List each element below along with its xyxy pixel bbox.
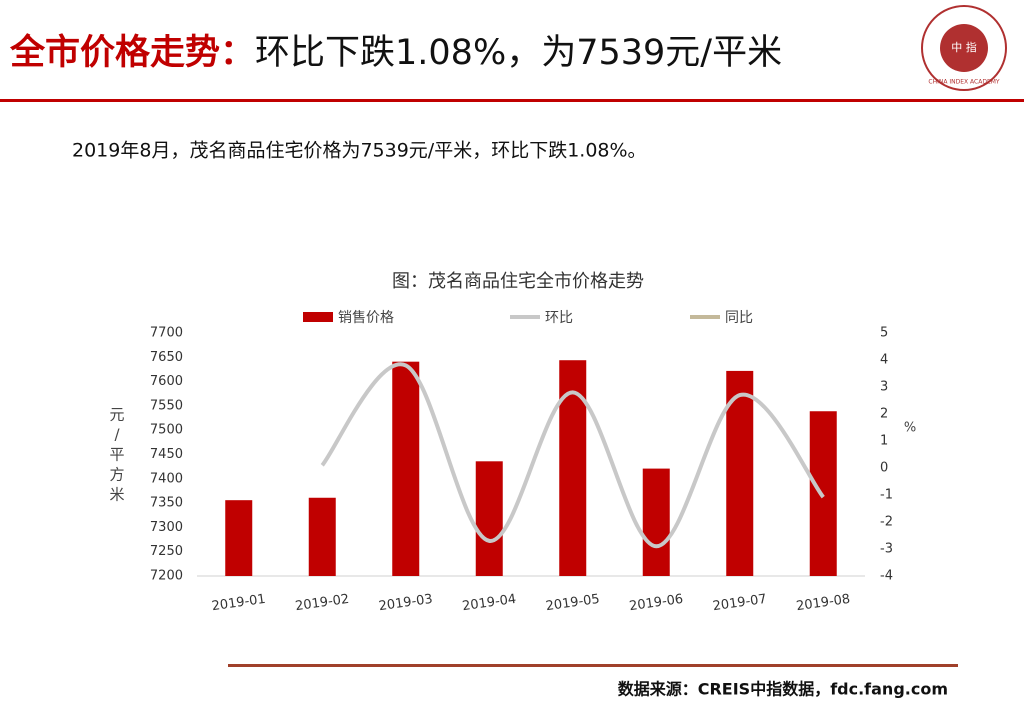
bar [392,361,420,576]
bar [225,500,253,576]
legend-swatch [303,312,333,322]
y-tick-label: 7700 [150,326,183,341]
y2-tick-label: 0 [880,461,888,476]
logo-ring [921,5,1007,91]
y2-tick-label: 3 [880,380,888,395]
footer-rule [228,664,958,667]
y-tick-label: 7450 [150,447,183,462]
line [320,362,825,549]
y-label-char: 米 [109,486,124,504]
logo-core [940,24,988,72]
y-tick-label: 7300 [150,520,183,535]
y2-tick-label: -4 [880,569,893,584]
x-tick-label: 2019-08 [795,592,851,614]
bar [809,411,837,576]
y-label-char: 元 [109,406,124,424]
bar [475,461,503,576]
x-tick-label: 2019-02 [294,592,350,614]
y-tick-label: 7400 [150,471,183,486]
y-tick-label: 7200 [150,569,183,584]
x-tick-label: 2019-06 [628,592,684,614]
y-label-char: 方 [109,466,124,484]
y-label-char: 平 [109,446,124,464]
y2-tick-label: -2 [880,515,893,530]
slide-title: 全市价格走势：环比下跌1.08%，为7539元/平米 [9,32,782,73]
title-red: 全市价格走势： [9,32,255,73]
bar [642,468,670,576]
y-label-char: / [114,426,120,444]
y2-tick-label: 5 [880,326,888,341]
y-tick-label: 7600 [150,374,183,389]
x-tick-label: 2019-01 [211,592,267,614]
x-tick-label: 2019-03 [378,592,434,614]
y-tick-label: 7350 [150,496,183,511]
y-tick-label: 7250 [150,544,183,559]
y2-label: % [904,421,916,436]
y2-tick-label: 1 [880,434,888,449]
y2-tick-label: 4 [880,353,888,368]
x-tick-label: 2019-07 [712,592,768,614]
y-tick-label: 7650 [150,350,183,365]
x-tick-label: 2019-04 [461,592,517,614]
y2-tick-label: -3 [880,542,893,557]
y2-tick-label: -1 [880,488,893,503]
logo: 中 指 CHINA INDEX ACADEMY [921,5,1007,91]
legend-label: 销售价格 [338,310,394,326]
bar [308,497,336,576]
header-rule [0,99,1024,102]
logo-text: CHINA INDEX ACADEMY [928,79,1000,86]
logo-mark: 中 指 [951,40,977,54]
y2-tick-label: 2 [880,407,888,422]
summary: 2019年8月，茂名商品住宅价格为7539元/平米，环比下跌1.08%。 [72,140,647,162]
source: 数据来源：CREIS中指数据，fdc.fang.com [618,680,948,699]
x-tick-label: 2019-05 [545,592,601,614]
title-black: 环比下跌1.08%，为7539元/平米 [255,33,782,73]
legend-label: 同比 [725,310,753,326]
chart-title: 图：茂名商品住宅全市价格走势 [392,271,644,292]
y-tick-label: 7550 [150,398,183,413]
legend-label: 环比 [545,310,573,326]
y-tick-label: 7500 [150,423,183,438]
